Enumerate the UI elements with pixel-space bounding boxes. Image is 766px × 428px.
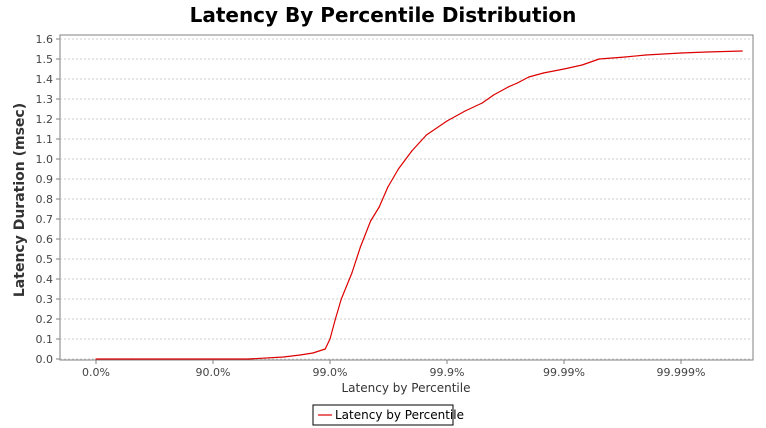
data-point: [645, 54, 647, 56]
y-tick-label: 0.4: [36, 273, 54, 286]
y-tick-label: 1.5: [36, 53, 54, 66]
data-point: [312, 352, 314, 354]
data-point: [481, 102, 483, 104]
y-tick-label: 1.1: [36, 133, 54, 146]
data-point: [299, 354, 301, 356]
data-point: [397, 168, 400, 170]
y-tick-label: 0.5: [36, 253, 54, 266]
data-point: [563, 68, 565, 70]
data-point: [581, 64, 583, 66]
y-axis: 0.0 0.1 0.2 0.3 0.4 0.5 0.6 0.7 0.8 0.9 1.0 1.1 1.2 1…: [36, 33, 60, 366]
y-tick-label: 1.4: [36, 73, 54, 86]
data-point: [387, 186, 389, 188]
gridlines: [60, 38, 753, 360]
data-point: [680, 52, 682, 54]
data-point: [324, 348, 326, 350]
data-point: [411, 150, 413, 152]
plot-area: [59, 34, 754, 361]
data-point: [130, 358, 132, 360]
data-point: [598, 58, 600, 60]
y-tick-label: 0.7: [36, 213, 54, 226]
y-tick-label: 0.6: [36, 233, 54, 246]
data-point: [492, 94, 495, 96]
x-tick-label: 0.0%: [82, 366, 110, 379]
y-tick-label: 0.9: [36, 173, 54, 186]
x-axis: 0.0% 90.0% 99.0% 99.9% 99.99% 99.999%: [82, 360, 705, 379]
y-tick-label: 0.0: [36, 353, 54, 366]
x-tick-label: 99.99%: [543, 366, 585, 379]
data-point: [247, 358, 249, 360]
y-tick-label: 0.8: [36, 193, 54, 206]
legend-box: [312, 404, 454, 426]
data-point: [378, 206, 380, 208]
data-point: [446, 120, 448, 122]
series-layer: [95, 50, 743, 360]
y-tick-label: 1.3: [36, 93, 54, 106]
y-tick-label: 0.3: [36, 293, 54, 306]
data-point: [282, 356, 285, 358]
data-point: [425, 134, 427, 136]
data-point: [624, 56, 626, 58]
y-tick-label: 0.1: [36, 333, 54, 346]
data-point: [516, 82, 519, 84]
x-tick-label: 99.999%: [657, 366, 706, 379]
legend-label: Latency by Percentile: [335, 408, 464, 422]
y-tick-label: 1.2: [36, 113, 54, 126]
data-point: [507, 86, 509, 88]
x-axis-label: Latency by Percentile: [342, 381, 471, 395]
data-point: [741, 50, 743, 52]
y-tick-label: 1.0: [36, 153, 54, 166]
data-point: [212, 358, 214, 360]
data-point: [706, 51, 708, 53]
data-point: [542, 72, 544, 74]
x-tick-label: 90.0%: [196, 366, 231, 379]
legend: Latency by Percentile: [312, 404, 464, 426]
y-axis-label: Latency Duration (msec): [12, 103, 28, 297]
x-tick-label: 99.9%: [430, 366, 465, 379]
data-point: [340, 298, 342, 300]
data-point: [95, 358, 97, 360]
y-tick-label: 1.6: [36, 33, 54, 46]
y-tick-label: 0.2: [36, 313, 54, 326]
chart-title: Latency By Percentile Distribution: [190, 3, 577, 27]
data-point: [359, 246, 361, 248]
x-tick-label: 99.0%: [313, 366, 348, 379]
data-point: [329, 338, 331, 340]
data-point: [464, 110, 466, 112]
data-point: [351, 272, 353, 274]
data-point: [334, 318, 336, 320]
data-point: [528, 76, 530, 78]
data-point: [369, 220, 372, 222]
